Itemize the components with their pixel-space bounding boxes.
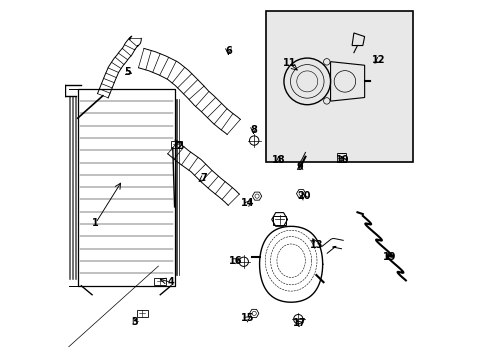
Text: 7: 7 — [200, 173, 206, 183]
Text: 16: 16 — [228, 256, 242, 266]
Text: 6: 6 — [224, 46, 231, 56]
Text: 9: 9 — [296, 162, 303, 172]
Text: 4: 4 — [167, 277, 174, 287]
Text: 13: 13 — [309, 239, 322, 249]
Text: 5: 5 — [124, 67, 131, 77]
Text: 10: 10 — [336, 155, 349, 165]
Text: 12: 12 — [371, 55, 385, 65]
Text: 19: 19 — [382, 252, 396, 262]
FancyBboxPatch shape — [265, 12, 412, 162]
Text: 20: 20 — [296, 191, 310, 201]
Text: 17: 17 — [293, 319, 306, 328]
Text: 3: 3 — [131, 317, 138, 327]
Text: 11: 11 — [282, 58, 295, 68]
Text: 18: 18 — [271, 155, 285, 165]
Text: 14: 14 — [241, 198, 254, 208]
Text: 2: 2 — [176, 141, 183, 151]
Text: 15: 15 — [241, 313, 254, 323]
Text: 8: 8 — [249, 125, 256, 135]
Text: 1: 1 — [92, 218, 99, 228]
